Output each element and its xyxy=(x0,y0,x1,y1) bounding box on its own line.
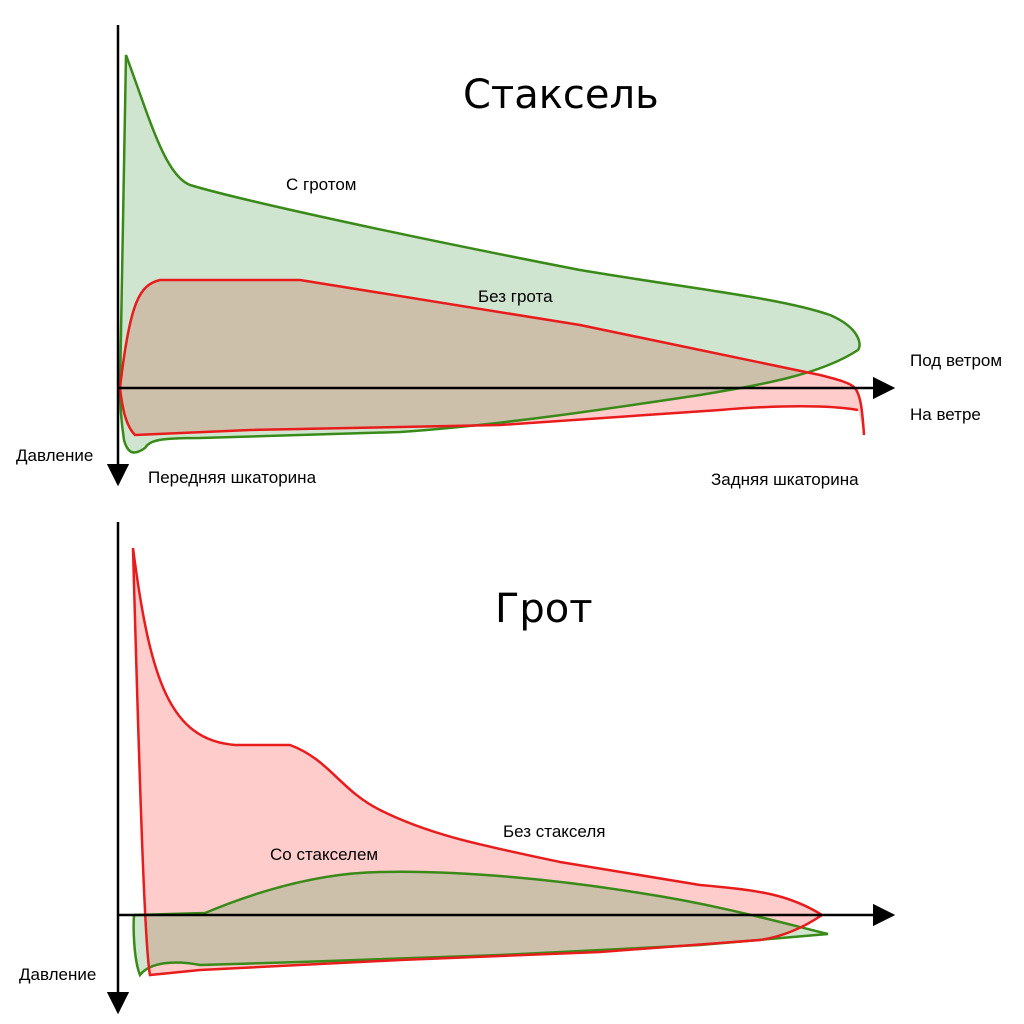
windward-label: На ветре xyxy=(910,405,981,424)
main-pressure-axis-label: Давление xyxy=(19,965,96,984)
main-without-jib-curve xyxy=(131,547,825,977)
main-without-jib-fill xyxy=(133,548,822,975)
main-overlap-fill xyxy=(133,871,822,975)
main-with-jib-label: Со стакселем xyxy=(270,845,378,864)
leeward-label: Под ветром xyxy=(910,351,1002,370)
main-without-jib-label: Без стакселя xyxy=(503,822,605,841)
luff-label: Передняя шкаторина xyxy=(148,468,317,487)
jib-overlap-fill xyxy=(120,280,860,435)
jib-without-main-curve xyxy=(118,278,866,437)
jib-pressure-axis-label: Давление xyxy=(16,446,93,465)
main-diagram: Грот Без стакселя Со стакселем Давление xyxy=(19,522,896,1015)
main-title: Грот xyxy=(495,586,593,632)
jib-diagram: Стаксель С гротом Без грота Под ветром Н… xyxy=(16,25,1002,489)
jib-with-main-curve xyxy=(118,54,861,454)
jib-with-main-label: С гротом xyxy=(286,175,356,194)
jib-title: Стаксель xyxy=(463,72,659,118)
leech-label: Задняя шкаторина xyxy=(711,470,859,489)
jib-without-main-label: Без грота xyxy=(478,287,553,306)
